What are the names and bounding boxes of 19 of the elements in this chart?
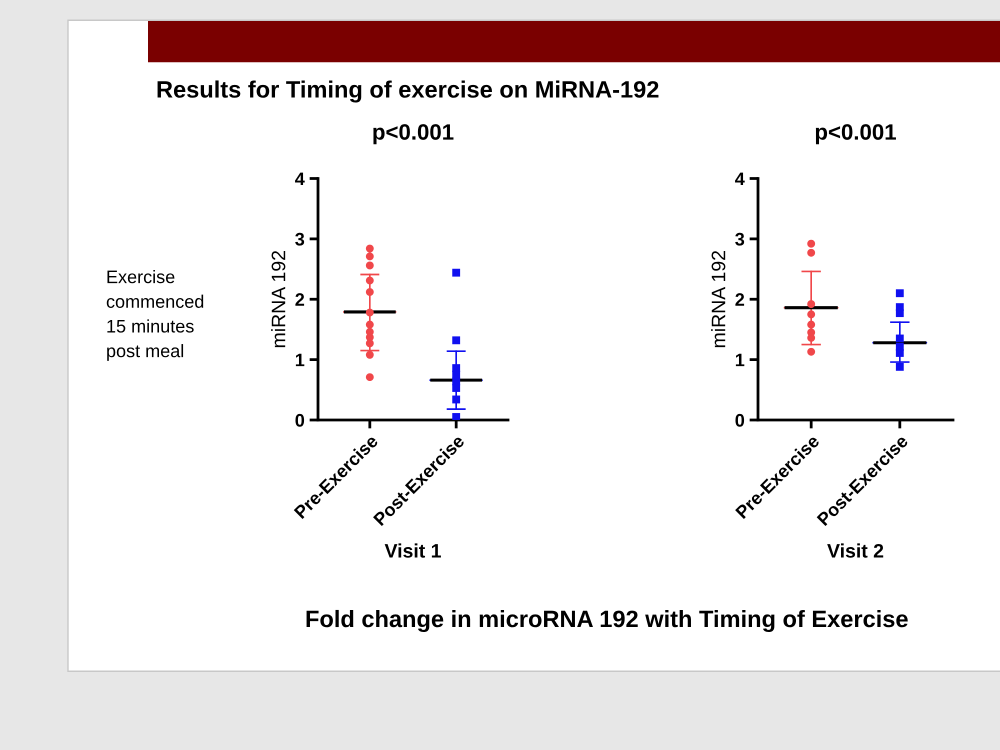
y-tick-label: 3 (735, 232, 744, 246)
x-axis-title: Visit 1 (384, 543, 441, 558)
y-tick-label: 1 (296, 354, 304, 366)
text: Exercise commenced 15 minutes post meal (106, 270, 204, 361)
text: Results for Timing of exercise on MiRNA-192 (158, 80, 658, 103)
y-tick-label: 0 (295, 414, 304, 427)
text: Fold change in microRNA 192 with Timing of Exercise (306, 610, 908, 632)
y-tick-label: 3 (295, 232, 304, 246)
y-tick-label: 1 (736, 354, 744, 366)
chart-title: p<0.001 (373, 124, 454, 144)
y-tick-label: 4 (295, 172, 305, 186)
chart-title: p<0.001 (816, 124, 896, 144)
x-axis-title: Visit 2 (827, 543, 884, 558)
y-axis-title: miRNA 192 (271, 251, 286, 348)
y-axis-title: miRNA 192 (711, 251, 726, 348)
y-tick-label: 0 (735, 414, 744, 427)
y-tick-label: 2 (295, 293, 304, 306)
y-tick-label: 4 (735, 172, 745, 186)
y-tick-label: 2 (735, 293, 744, 306)
